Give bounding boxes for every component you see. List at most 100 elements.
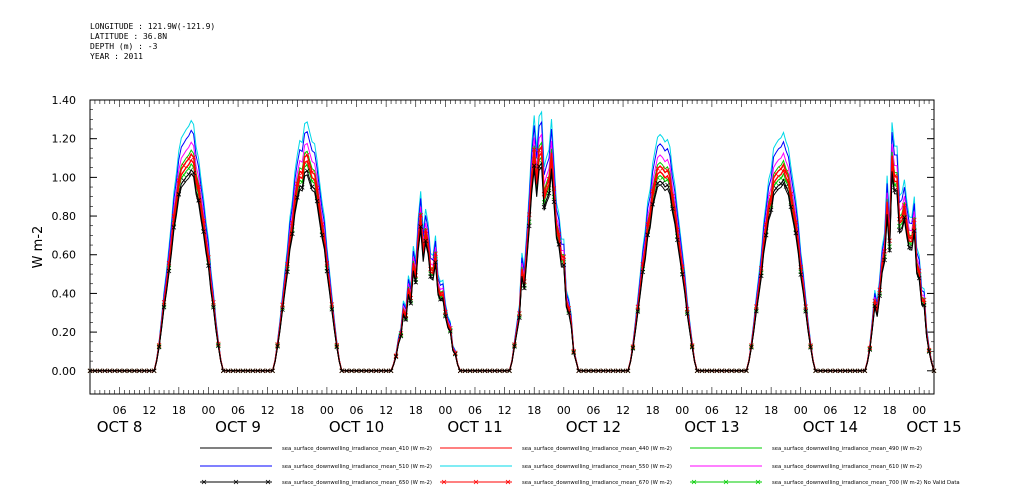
x-hour-label: 06 (705, 404, 719, 417)
series-marker-650 (872, 303, 878, 309)
series-marker-650 (299, 185, 305, 190)
series-marker-670 (423, 228, 428, 233)
legend-marker-650 (201, 479, 207, 485)
y-tick-label: 0.40 (52, 287, 77, 300)
x-hour-label: 12 (142, 404, 156, 417)
series-marker-650 (423, 238, 428, 244)
series-marker-670 (650, 188, 655, 194)
x-hour-label: 06 (823, 404, 837, 417)
year-label: YEAR : 2011 (90, 52, 143, 61)
series-marker-670 (186, 156, 191, 162)
series-marker-670 (660, 166, 665, 171)
series-marker-670 (872, 298, 878, 304)
x-hour-label: 00 (320, 404, 334, 417)
legend-marker-670 (441, 479, 447, 485)
x-day-label: OCT 12 (566, 418, 621, 436)
series-marker-670 (304, 152, 310, 158)
x-hour-label: 06 (231, 404, 245, 417)
legend-label-510: sea_surface_downwelling_irradiance_mean_… (282, 464, 432, 470)
y-tick-label: 0.20 (52, 326, 77, 339)
series-marker-670 (299, 170, 305, 176)
header-metadata: LONGITUDE : 121.9W(-121.9) LATITUDE : 36… (90, 22, 215, 62)
series-marker-670 (181, 163, 187, 168)
x-hour-label: 12 (261, 404, 275, 417)
legend-label-490: sea_surface_downwelling_irradiance_mean_… (772, 446, 922, 452)
series-marker-670 (176, 178, 182, 183)
legend-label-650: sea_surface_downwelling_irradiance_mean_… (282, 480, 432, 486)
x-day-label: OCT 13 (684, 418, 739, 436)
x-day-label: OCT 10 (329, 418, 384, 436)
x-hour-label: 12 (616, 404, 630, 417)
legend-marker-670 (505, 479, 511, 485)
x-hour-label: 06 (586, 404, 600, 417)
chart-legend: sea_surface_downwelling_irradiance_mean_… (200, 446, 960, 486)
series-line-650 (90, 161, 935, 372)
series-marker-670 (191, 155, 196, 160)
series-marker-670 (561, 254, 567, 259)
plot-area (87, 110, 937, 374)
series-marker-670 (778, 166, 784, 172)
x-hour-label: 18 (409, 404, 423, 417)
x-hour-label: 18 (764, 404, 778, 417)
x-hour-label: 00 (438, 404, 452, 417)
series-marker-670 (536, 148, 542, 153)
series-marker-670 (314, 185, 320, 191)
series-marker-670 (773, 171, 779, 177)
y-tick-label: 1.00 (52, 171, 77, 184)
series-marker-670 (295, 181, 300, 187)
series-marker-670 (911, 217, 917, 223)
series-marker-670 (684, 306, 690, 312)
depth-label: DEPTH (m) : -3 (90, 42, 158, 51)
series-marker-670 (783, 169, 789, 175)
longitude-label: LONGITUDE : 121.9W(-121.9) (90, 22, 216, 31)
x-day-label: OCT 9 (215, 418, 261, 436)
legend-marker-700 (691, 479, 697, 485)
x-hour-label: 18 (883, 404, 897, 417)
series-marker-670 (309, 170, 315, 175)
legend-marker-670 (473, 479, 479, 485)
series-marker-650 (921, 302, 927, 308)
series-marker-650 (665, 182, 670, 188)
x-day-label: OCT 11 (447, 418, 502, 436)
y-tick-label: 0.80 (52, 210, 77, 223)
series-marker-700 (778, 175, 784, 181)
legend-marker-650 (233, 479, 239, 485)
series-marker-670 (433, 251, 438, 257)
legend-marker-650 (265, 479, 271, 485)
legend-label-440: sea_surface_downwelling_irradiance_mean_… (522, 446, 672, 452)
series-marker-650 (531, 163, 537, 168)
x-hour-label: 18 (172, 404, 186, 417)
series-marker-650 (660, 180, 665, 186)
series-marker-650 (911, 228, 917, 234)
y-tick-label: 0.60 (52, 249, 77, 262)
x-hour-label: 12 (498, 404, 512, 417)
legend-label-410: sea_surface_downwelling_irradiance_mean_… (282, 446, 432, 452)
x-hour-label: 00 (675, 404, 689, 417)
x-hour-label: 00 (201, 404, 215, 417)
x-hour-label: 18 (646, 404, 660, 417)
series-marker-670 (665, 168, 670, 173)
legend-marker-700 (723, 479, 729, 485)
legend-label-670: sea_surface_downwelling_irradiance_mean_… (522, 480, 672, 486)
series-marker-670 (196, 184, 201, 190)
series-line-410 (90, 165, 935, 372)
legend-label-700: sea_surface_downwelling_irradiance_mean_… (772, 480, 960, 486)
series-marker-670 (531, 147, 537, 152)
x-day-label: OCT 15 (906, 418, 961, 436)
series-marker-700 (186, 166, 191, 171)
series-marker-670 (902, 202, 907, 208)
x-hour-label: 06 (468, 404, 482, 417)
x-hour-label: 06 (350, 404, 364, 417)
series-marker-670 (788, 191, 794, 197)
series-marker-650 (902, 215, 907, 220)
x-hour-label: 00 (912, 404, 926, 417)
series-marker-650 (304, 168, 310, 174)
x-hour-label: 18 (527, 404, 541, 417)
series-marker-670 (655, 166, 660, 171)
series-marker-650 (191, 170, 196, 176)
x-hour-label: 06 (113, 404, 127, 417)
series-marker-650 (433, 259, 438, 265)
y-axis-label: W m-2 (31, 226, 46, 269)
x-day-label: OCT 8 (97, 418, 143, 436)
